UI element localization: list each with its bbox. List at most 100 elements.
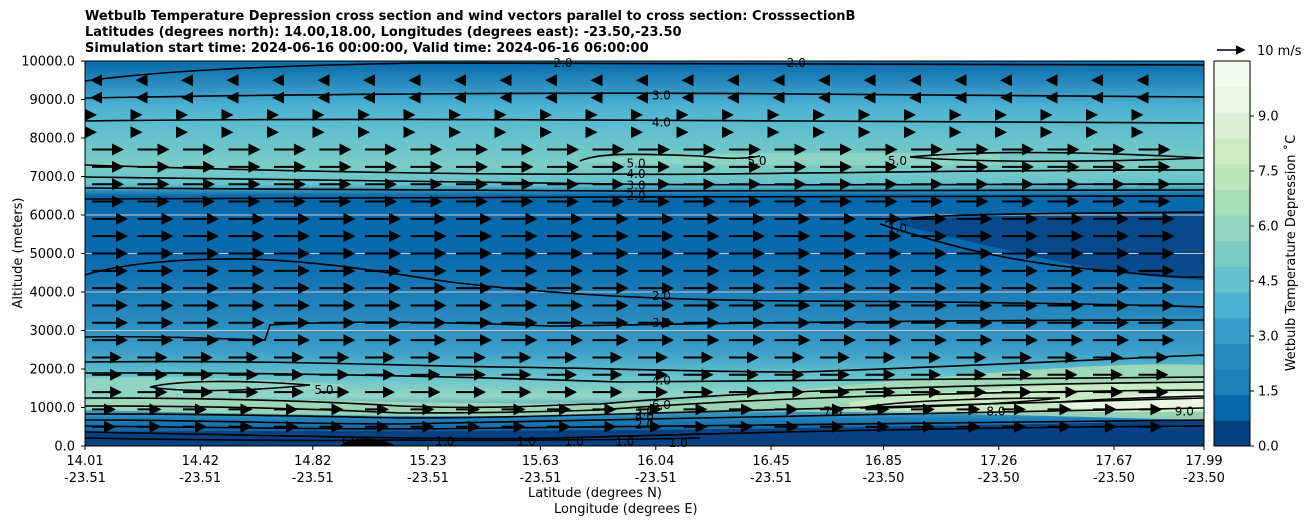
- x-tick-lon: -23.51: [519, 471, 562, 486]
- x-axis-label-lat: Latitude (degrees N): [528, 486, 662, 501]
- colorbar-band: [1214, 61, 1250, 88]
- x-tick-lat: 17.99: [1185, 454, 1223, 469]
- colorbar: 0.0 1.5 3.0 4.5 6.0 7.5 9.0 Wetbulb Temperatur…: [1213, 60, 1299, 455]
- x-tick-label: 17.26 -23.50: [959, 453, 1039, 487]
- contour-label: 2.0: [553, 56, 572, 70]
- x-tick-lat: 15.63: [521, 454, 560, 469]
- y-tick-label: 4000.0: [30, 286, 76, 301]
- y-axis: 0.0 1000.0 2000.0 3000.0 4000.0 5000.0 6000.0 7…: [21, 55, 85, 455]
- colorbar-tick-label: 6.0: [1258, 220, 1279, 235]
- contour-lines: [85, 61, 1204, 442]
- contour-label: 2.0: [627, 189, 646, 203]
- x-tick-lat: 14.01: [66, 454, 104, 469]
- x-tick-label: 14.82 -23.51: [273, 453, 353, 487]
- colorbar-band: [1214, 215, 1250, 242]
- contour-label: 1.0: [669, 436, 688, 450]
- contour-label: 4.0: [635, 410, 654, 424]
- quiver-key: 10 m/s: [1217, 44, 1302, 59]
- y-tick-label: 9000.0: [30, 93, 76, 108]
- y-tick-label: 0.0: [54, 440, 75, 455]
- y-tick-label: 1000.0: [30, 401, 76, 416]
- contour-label: 9.0: [1175, 404, 1194, 418]
- contour-label: 7.0: [823, 404, 842, 418]
- colorbar-band: [1214, 369, 1250, 396]
- x-tick-lon: -23.51: [64, 471, 106, 486]
- x-tick-lat: 15.23: [409, 454, 447, 469]
- x-axis-label-lon: Longitude (degrees E): [554, 502, 698, 517]
- chart-title-line-1: Wetbulb Temperature Depression cross sec…: [85, 9, 856, 24]
- x-tick-lat: 16.04: [637, 454, 675, 469]
- colorbar-band: [1214, 112, 1250, 139]
- contour-label: 1.0: [565, 434, 584, 448]
- colorbar-band: [1214, 317, 1250, 344]
- x-tick-label: 14.01 -23.51: [45, 453, 125, 487]
- x-tick-label: 17.99 -23.50: [1164, 453, 1244, 487]
- contour-label: 1.0: [435, 434, 454, 448]
- x-tick-lon: -23.50: [977, 471, 1020, 486]
- contour-label: 1.0: [340, 434, 359, 448]
- chart-title-line-2: Latitudes (degrees north): 14.00,18.00, …: [85, 25, 682, 40]
- y-tick-label: 3000.0: [30, 324, 76, 339]
- x-tick-label: 15.23 -23.51: [388, 453, 468, 487]
- x-tick-lon: -23.50: [862, 471, 905, 486]
- x-tick-lat: 14.42: [181, 454, 219, 469]
- quiver-key-label: 10 m/s: [1257, 44, 1302, 59]
- x-tick-lon: -23.51: [291, 471, 334, 486]
- y-tick-label: 5000.0: [30, 247, 76, 262]
- contour-label: 4.0: [627, 167, 646, 181]
- colorbar-tick-label: 0.0: [1258, 440, 1279, 455]
- colorbar-band: [1214, 394, 1250, 421]
- x-tick-lon: -23.50: [1093, 471, 1135, 486]
- colorbar-band: [1214, 292, 1250, 319]
- x-tick-lon: -23.51: [407, 471, 449, 486]
- y-tick-label: 6000.0: [30, 209, 76, 224]
- colorbar-band: [1214, 86, 1250, 113]
- colorbar-tick-label: 1.5: [1258, 385, 1279, 400]
- x-tick-lon: -23.51: [750, 471, 792, 486]
- y-axis-label: Altitude (meters): [11, 198, 26, 309]
- x-tick-label: 15.63 -23.51: [500, 453, 580, 487]
- y-tick-label: 2000.0: [30, 363, 76, 378]
- chart-title-line-3: Simulation start time: 2024-06-16 00:00:…: [85, 41, 649, 56]
- colorbar-band: [1214, 163, 1250, 190]
- colorbar-tick-label: 9.0: [1258, 110, 1279, 125]
- contour-label: 3.0: [652, 89, 671, 103]
- x-tick-lon: -23.51: [634, 471, 677, 486]
- contour-label: 4.0: [652, 116, 671, 130]
- x-tick-lon: -23.51: [179, 471, 222, 486]
- y-tick-label: 8000.0: [30, 132, 76, 147]
- contour-label: 1.0: [888, 221, 907, 235]
- contour-label: 2.0: [652, 289, 671, 303]
- contour-label: 5.0: [314, 383, 333, 397]
- colorbar-band: [1214, 189, 1250, 216]
- colorbar-tick-label: 7.5: [1258, 165, 1279, 180]
- colorbar-band: [1214, 240, 1250, 267]
- colorbar-tick-label: 4.5: [1258, 275, 1279, 290]
- contour-label: 1.0: [615, 434, 634, 448]
- wind-vectors: [85, 74, 1175, 433]
- x-tick-lat: 17.67: [1095, 454, 1133, 469]
- contour-label: 2.0: [635, 417, 654, 431]
- colorbar-band: [1214, 138, 1250, 165]
- colorbar-band: [1214, 266, 1250, 293]
- x-tick-label: 16.45 -23.51: [731, 453, 811, 487]
- contour-label: 1.0: [517, 434, 536, 448]
- colorbar-label: Wetbulb Temperature Depression ˚C: [1283, 135, 1299, 372]
- colorbar-tick-label: 3.0: [1258, 330, 1279, 345]
- x-tick-lon: -23.50: [1183, 471, 1225, 486]
- contour-label: 8.0: [986, 404, 1005, 418]
- colorbar-band: [1214, 343, 1250, 370]
- contour-label: 3.0: [627, 178, 646, 192]
- x-tick-label: 16.04 -23.51: [616, 453, 696, 487]
- x-tick-label: 14.42 -23.51: [160, 453, 240, 487]
- contour-label: 2.0: [787, 56, 806, 70]
- y-tick-label: 10000.0: [21, 55, 75, 70]
- x-tick-lat: 14.82: [294, 454, 332, 469]
- colorbar-band: [1214, 420, 1250, 447]
- x-tick-label: 17.67 -23.50: [1074, 453, 1154, 487]
- contour-label: 5.0: [635, 405, 654, 419]
- y-tick-label: 7000.0: [30, 170, 76, 185]
- x-tick-label: 16.85 -23.50: [843, 453, 923, 487]
- x-tick-lat: 16.45: [752, 454, 790, 469]
- x-axis: [84, 446, 1205, 450]
